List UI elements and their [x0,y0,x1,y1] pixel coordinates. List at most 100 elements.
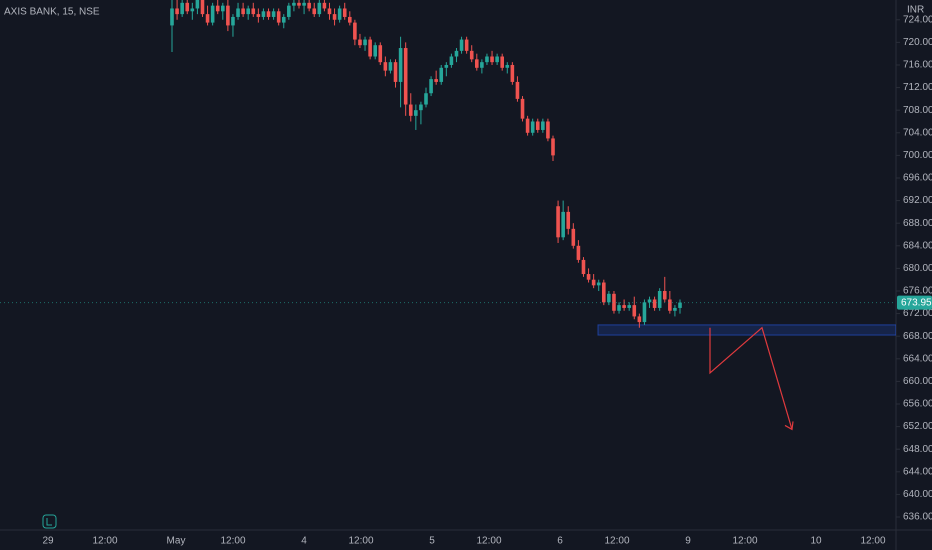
x-tick-label: 10 [810,536,822,547]
x-tick-label: 12:00 [604,536,629,547]
candle-body [358,39,362,46]
y-tick-label: 700.00 [903,150,932,161]
candle-body [363,39,367,46]
candle-body [195,0,200,9]
candle-body [292,2,296,6]
y-tick-label: 692.00 [903,195,932,206]
y-tick-label: 652.00 [903,421,932,432]
candle-body [368,39,372,57]
y-tick-label: 680.00 [903,263,932,274]
candle-body [297,2,301,6]
candle-body [485,56,489,63]
y-tick-label: 668.00 [903,331,932,342]
candle-body [602,282,606,303]
candle-body [454,50,459,57]
y-tick-label: 720.00 [903,37,932,48]
y-tick-label: 672.00 [903,308,932,319]
x-tick-label: 12:00 [476,536,501,547]
projection-line [709,326,793,430]
candle-body [348,16,352,23]
candle-body [662,290,667,300]
x-tick-label: 12:00 [348,536,373,547]
y-tick-label: 704.00 [903,127,932,138]
candle-body [337,8,342,20]
candle-body [170,8,174,26]
candle-body [251,8,256,15]
candle-body [271,11,276,17]
candle-body [266,11,271,17]
candle-body [408,104,413,116]
candle-body [246,8,250,15]
y-tick-label: 648.00 [903,444,932,455]
x-tick-label: 5 [429,536,435,547]
candle-body [464,39,469,51]
candle-body [617,305,621,311]
candle-body [414,110,418,116]
candle-body [581,259,586,275]
candle-body [480,62,484,68]
candle-body [637,316,642,323]
candle-body [520,98,525,119]
candle-body [551,138,555,156]
candle-body [322,2,327,9]
candle-body [434,79,438,82]
candle-body [642,302,647,323]
candle-body [556,206,560,238]
y-tick-label: 644.00 [903,466,932,477]
x-tick-label: 12:00 [860,536,885,547]
candle-body [287,5,291,17]
candle-body [221,5,225,12]
candle-body [205,14,210,23]
candle-body [190,8,195,12]
candle-body [469,50,474,60]
candle-body [175,8,179,15]
candle-body [510,64,515,82]
candle-body [281,16,286,23]
candle-body [236,8,240,17]
last-price-label: 673.95 [901,298,932,309]
candle-body [571,228,576,246]
candle-body [546,121,550,139]
candle-body [612,293,616,311]
candle-body [530,121,535,133]
candle-body [657,290,662,308]
candle-body [591,279,596,286]
candle-body [342,8,347,17]
candle-body [678,302,682,308]
candle-body [515,81,520,99]
candle-body [668,299,672,311]
plot-area [0,0,896,431]
y-tick-label: 640.00 [903,489,932,500]
candle-body [302,2,306,6]
candle-body [576,245,581,260]
candle-body [627,305,631,308]
x-tick-label: May [167,536,186,547]
x-tick-label: 6 [557,536,563,547]
y-tick-label: 664.00 [903,353,932,364]
candle-body [378,45,383,63]
event-icon [42,514,57,529]
candle-body [525,118,530,133]
candle-body [383,62,388,71]
candle-body [241,8,245,15]
candle-body [439,67,444,82]
candle-body [424,93,428,105]
x-tick-label: 12:00 [220,536,245,547]
candle-body [459,39,464,51]
y-tick-label: 676.00 [903,286,932,297]
x-tick-label: 9 [685,536,691,547]
x-tick-label: 12:00 [92,536,117,547]
y-tick-label: 716.00 [903,60,932,71]
candle-body [327,8,332,15]
projection-arrowhead [784,421,794,431]
currency: INR [907,5,924,16]
candle-body [226,5,230,26]
candle-body [185,2,190,12]
candle-body [388,62,393,71]
candle-body [419,104,423,111]
candle-body [449,56,454,65]
y-tick-label: 708.00 [903,105,932,116]
candle-body [444,64,449,68]
